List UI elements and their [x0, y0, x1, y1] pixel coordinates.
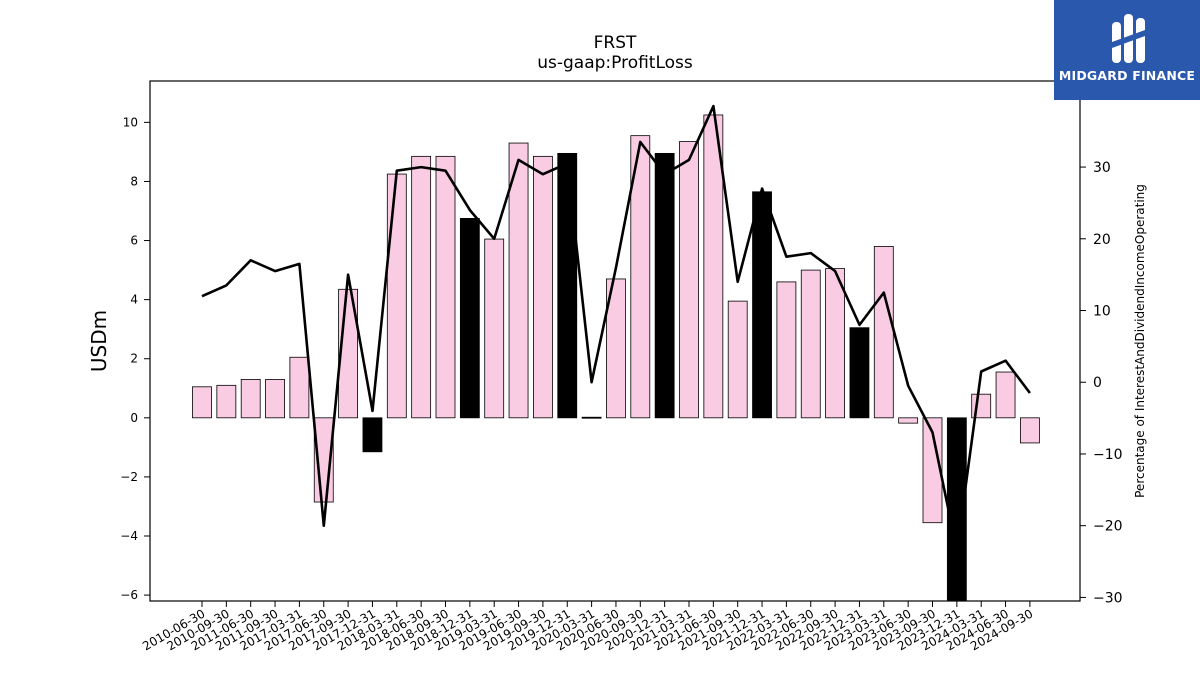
y2-tick-label: −30 [1093, 590, 1123, 606]
bar [240, 379, 261, 419]
chart-title: FRST [594, 33, 637, 53]
line-layer [201, 104, 1031, 553]
bar [922, 417, 943, 524]
bar [484, 238, 505, 419]
bar [459, 217, 480, 419]
bar [557, 152, 578, 419]
bar [362, 417, 383, 453]
bar [800, 269, 821, 419]
bar [873, 246, 894, 419]
right-y-axis: −30 −20 −10 0 10 20 30 [1080, 160, 1123, 606]
y-tick-label: −6 [120, 588, 138, 602]
bar [435, 155, 456, 419]
bar [654, 152, 675, 419]
bar [581, 416, 602, 419]
bars-layer [192, 114, 1040, 602]
y-tick-label: 2 [130, 352, 138, 366]
bar [216, 384, 237, 419]
bar [533, 155, 553, 419]
bar [508, 142, 529, 419]
bar [1020, 417, 1040, 444]
y2-tick-label: 0 [1093, 375, 1102, 391]
bar [265, 379, 285, 419]
y2-tick-label: 10 [1093, 304, 1111, 320]
y-tick-label: 6 [130, 234, 138, 248]
brand-name: MIDGARD FINANCE [1058, 68, 1196, 83]
y-tick-label: 10 [123, 115, 138, 129]
left-y-axis: −6 −4 −2 0 2 4 6 8 10 [120, 115, 150, 602]
series-line [201, 104, 1031, 553]
bar [995, 371, 1016, 419]
y2-tick-label: −20 [1093, 519, 1123, 535]
y-tick-label: −4 [120, 529, 138, 543]
bar [679, 141, 699, 419]
plot-frame [149, 80, 1081, 602]
y-tick-label: −2 [120, 470, 138, 484]
y-tick-label: 4 [130, 293, 138, 307]
y-tick-label: 0 [130, 411, 138, 425]
bar [898, 417, 919, 424]
bar [606, 278, 626, 419]
y2-tick-label: 30 [1093, 160, 1111, 176]
chart-subtitle: us-gaap:ProfitLoss [537, 53, 693, 73]
bar [192, 386, 212, 419]
bar [825, 268, 845, 419]
bar [727, 300, 748, 419]
bar [411, 155, 432, 419]
logo-mark-icon [1112, 14, 1145, 63]
bar [849, 327, 870, 419]
x-axis: 2010-06-302010-09-302011-06-302011-09-30… [140, 601, 1035, 653]
y2-tick-label: 20 [1093, 232, 1111, 248]
y2-axis-label: Percentage of InterestAndDividendIncomeO… [1133, 184, 1147, 498]
bar [630, 135, 651, 419]
y2-tick-label: −10 [1093, 447, 1123, 463]
bar [752, 191, 772, 419]
bar [386, 173, 407, 419]
brand-logo: MIDGARD FINANCE [1054, 0, 1200, 100]
bar [289, 356, 310, 419]
y-axis-label: USDm [87, 310, 111, 372]
bar [776, 281, 797, 419]
y-tick-label: 8 [130, 174, 138, 188]
